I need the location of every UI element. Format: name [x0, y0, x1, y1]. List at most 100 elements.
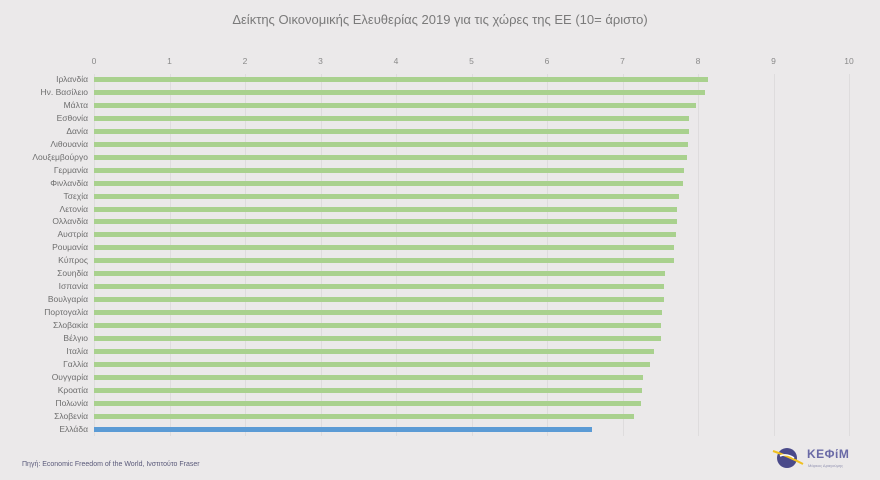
bar-row: Ισπανία [0, 280, 860, 293]
category-label: Εσθονία [56, 112, 88, 123]
source-note: Πηγή: Economic Freedom of the World, Ινσ… [22, 461, 200, 468]
bar-row: Φινλανδία [0, 177, 860, 190]
bar [94, 245, 674, 251]
gridline [849, 74, 850, 436]
bar-row: Γαλλία [0, 358, 860, 371]
bar [94, 284, 665, 290]
category-label: Λουξεμβούργο [32, 151, 88, 162]
gridline [245, 74, 246, 436]
bar-row: Ρουμανία [0, 241, 860, 254]
category-label: Ρουμανία [52, 242, 88, 253]
x-tick-label: 5 [469, 56, 474, 66]
bar-row: Λουξεμβούργο [0, 151, 860, 164]
category-label: Ιρλανδία [56, 74, 88, 84]
x-tick-label: 4 [393, 56, 399, 66]
bar [94, 206, 677, 212]
x-tick-label: 9 [771, 56, 776, 66]
bar-row: Μάλτα [0, 99, 860, 112]
category-label: Λιθουανία [50, 138, 88, 149]
gridline [94, 74, 95, 436]
gridline [396, 74, 397, 436]
gridline [471, 74, 473, 436]
bar-row: Πορτογαλία [0, 306, 860, 319]
bar-row: Σλοβενία [0, 410, 860, 423]
bar-row: Λετονία [0, 203, 860, 216]
category-label: Ην. Βασίλειο [40, 86, 89, 97]
gridline [320, 74, 322, 436]
gridline [773, 74, 775, 436]
category-label: Ιταλία [66, 345, 88, 356]
bar [94, 115, 689, 121]
category-label: Αυστρία [57, 229, 88, 240]
category-label: Ολλανδία [52, 216, 88, 227]
bar [94, 167, 684, 173]
bar-row: Τσεχία [0, 190, 860, 203]
x-tick-label: 2 [242, 56, 248, 66]
bar [94, 89, 705, 95]
bar [94, 154, 687, 160]
x-tick-label: 1 [167, 56, 172, 66]
kefim-logo: ΚΕΦίΜ Μάρκος Δραγούμης [770, 444, 870, 472]
category-label: Ελλάδα [59, 423, 88, 434]
bar-row: Ην. Βασίλειο [0, 86, 860, 99]
bar-row: Ολλανδία [0, 215, 860, 228]
bar [94, 336, 661, 341]
category-label: Δανία [66, 125, 88, 136]
bar [94, 374, 643, 380]
bar-row: Ιρλανδία [0, 73, 860, 86]
bar [94, 400, 642, 406]
bar [94, 180, 683, 186]
logo-text: ΚΕΦίΜ [807, 447, 850, 461]
bar [94, 348, 655, 354]
bar [94, 193, 680, 199]
bar-row: Ιταλία [0, 345, 860, 358]
category-label: Γερμανία [53, 164, 88, 175]
bar-row: Σλοβακία [0, 319, 860, 332]
category-label: Σλοβενία [54, 410, 88, 421]
bar [94, 323, 661, 329]
bar-row: Κύπρος [0, 254, 860, 267]
gridline [622, 74, 624, 436]
chart-title: Δείκτης Οικονομικής Ελευθερίας 2019 για … [232, 12, 648, 27]
logo-subtitle: Μάρκος Δραγούμης [808, 463, 844, 468]
bar [94, 297, 665, 303]
category-label: Φινλανδία [50, 177, 88, 188]
bar-row: Δανία [0, 125, 860, 138]
bar-row: Αυστρία [0, 228, 860, 241]
category-label: Σλοβακία [53, 320, 88, 331]
category-label: Βουλγαρία [47, 294, 88, 305]
bar [94, 310, 662, 316]
bar-row: Ελλάδα [0, 423, 860, 436]
x-tick-label: 7 [620, 56, 625, 66]
x-tick-label: 0 [91, 56, 97, 66]
category-label: Βέλγιο [63, 333, 88, 343]
bar [94, 102, 696, 108]
bar-highlight [94, 426, 593, 432]
bar-row: Κροατία [0, 384, 860, 397]
bar [94, 77, 708, 82]
bar-row: Λιθουανία [0, 138, 860, 151]
bar [94, 141, 689, 147]
category-label: Γαλλία [63, 358, 88, 369]
category-label: Ισπανία [58, 281, 88, 292]
bar [94, 271, 665, 277]
x-tick-label: 3 [318, 56, 323, 66]
bar [94, 128, 689, 134]
category-label: Ουγγαρία [51, 371, 88, 382]
bar-row: Γερμανία [0, 164, 860, 177]
x-tick-label: 6 [544, 56, 550, 66]
bar [94, 232, 677, 238]
bar [94, 219, 677, 225]
x-tick-label: 10 [844, 56, 854, 66]
gridline [547, 74, 548, 436]
bar-row: Εσθονία [0, 112, 860, 125]
category-label: Πολωνία [55, 397, 88, 408]
plot-area: 0 1 2 3 4 5 6 7 8 9 10 Ιρλανδία Ην. Βασίλειο Μάλτα Εσ… [32, 56, 854, 436]
category-label: Σουηδία [57, 268, 88, 279]
bar-row: Πολωνία [0, 397, 860, 410]
category-label: Λετονία [59, 203, 88, 214]
x-tick-label: 8 [695, 56, 701, 66]
bar [94, 413, 634, 419]
globe-logo-icon [772, 448, 804, 468]
bar [94, 387, 643, 393]
